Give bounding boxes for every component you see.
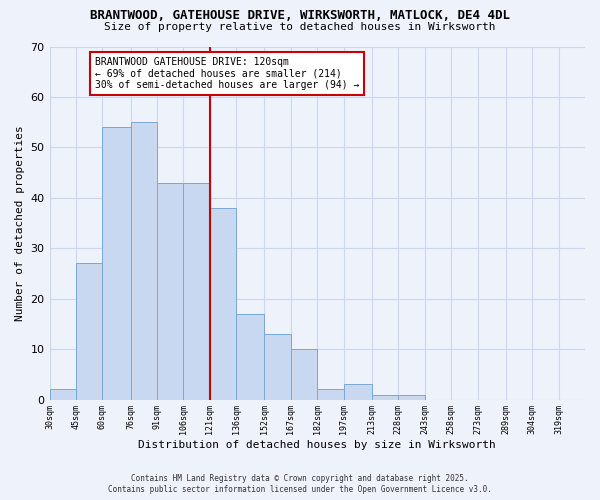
Y-axis label: Number of detached properties: Number of detached properties <box>15 125 25 321</box>
Text: Contains HM Land Registry data © Crown copyright and database right 2025.
Contai: Contains HM Land Registry data © Crown c… <box>108 474 492 494</box>
Text: Size of property relative to detached houses in Wirksworth: Size of property relative to detached ho… <box>104 22 496 32</box>
Bar <box>317 390 344 400</box>
Bar <box>50 390 76 400</box>
Text: BRANTWOOD GATEHOUSE DRIVE: 120sqm
← 69% of detached houses are smaller (214)
30%: BRANTWOOD GATEHOUSE DRIVE: 120sqm ← 69% … <box>95 57 359 90</box>
Bar <box>398 394 425 400</box>
Bar <box>76 264 103 400</box>
Bar <box>131 122 157 400</box>
X-axis label: Distribution of detached houses by size in Wirksworth: Distribution of detached houses by size … <box>139 440 496 450</box>
Bar <box>372 394 398 400</box>
Bar <box>265 334 291 400</box>
Text: BRANTWOOD, GATEHOUSE DRIVE, WIRKSWORTH, MATLOCK, DE4 4DL: BRANTWOOD, GATEHOUSE DRIVE, WIRKSWORTH, … <box>90 9 510 22</box>
Bar <box>291 349 317 400</box>
Bar <box>103 127 131 400</box>
Bar <box>210 208 236 400</box>
Bar <box>344 384 372 400</box>
Bar <box>236 314 265 400</box>
Bar <box>157 182 184 400</box>
Bar <box>184 182 210 400</box>
